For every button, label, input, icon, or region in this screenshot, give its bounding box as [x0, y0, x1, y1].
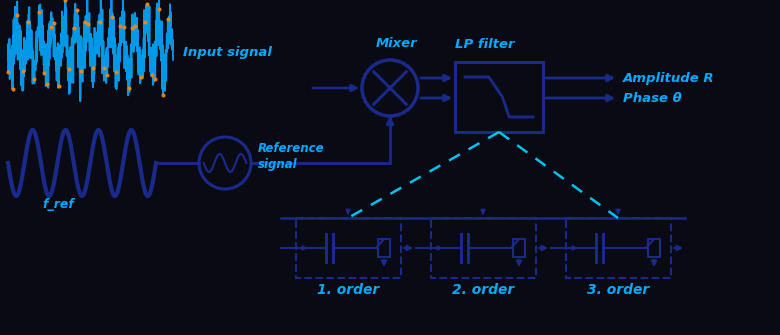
Bar	[378, 239, 390, 257]
Point	[38, 70, 51, 75]
Bar	[296, 218, 401, 278]
Text: Amplitude R: Amplitude R	[623, 72, 714, 85]
Point	[82, 21, 94, 27]
Text: 2. order: 2. order	[452, 283, 514, 297]
Point	[101, 72, 113, 77]
Text: LP filter: LP filter	[455, 38, 515, 51]
Point	[11, 13, 23, 18]
Point	[114, 23, 126, 28]
Point	[45, 24, 58, 29]
Point	[152, 6, 165, 12]
Bar	[648, 239, 660, 257]
Point	[122, 85, 135, 90]
Point	[98, 66, 111, 71]
Bar	[513, 239, 525, 257]
Point	[52, 84, 65, 89]
Point	[110, 70, 122, 75]
Point	[126, 25, 138, 30]
Point	[157, 92, 169, 97]
Text: Reference
signal: Reference signal	[258, 141, 324, 171]
Point	[138, 20, 151, 25]
Point	[2, 69, 14, 74]
Point	[149, 77, 161, 82]
Point	[22, 19, 34, 24]
Point	[48, 21, 61, 26]
Point	[106, 14, 119, 19]
Point	[135, 74, 147, 79]
Text: f_ref: f_ref	[42, 198, 74, 211]
Bar	[455, 62, 543, 132]
Point	[59, 0, 72, 2]
Point	[67, 25, 80, 30]
Point	[80, 19, 92, 24]
Point	[41, 82, 53, 87]
Text: Input signal: Input signal	[183, 46, 272, 59]
Bar	[431, 218, 536, 278]
Point	[141, 1, 154, 6]
Text: Phase θ: Phase θ	[623, 92, 682, 105]
Point	[63, 67, 76, 72]
Point	[6, 86, 19, 92]
Text: Mixer: Mixer	[376, 37, 417, 50]
Point	[129, 23, 142, 28]
Point	[16, 69, 29, 74]
Point	[75, 68, 87, 73]
Point	[33, 10, 45, 15]
Point	[27, 77, 40, 82]
Point	[161, 16, 174, 22]
Bar	[566, 218, 671, 278]
Text: 3. order: 3. order	[587, 283, 649, 297]
Text: 1. order: 1. order	[317, 283, 379, 297]
Point	[94, 19, 106, 24]
Point	[87, 65, 100, 71]
Point	[118, 25, 130, 30]
Point	[146, 72, 158, 78]
Point	[70, 7, 83, 13]
